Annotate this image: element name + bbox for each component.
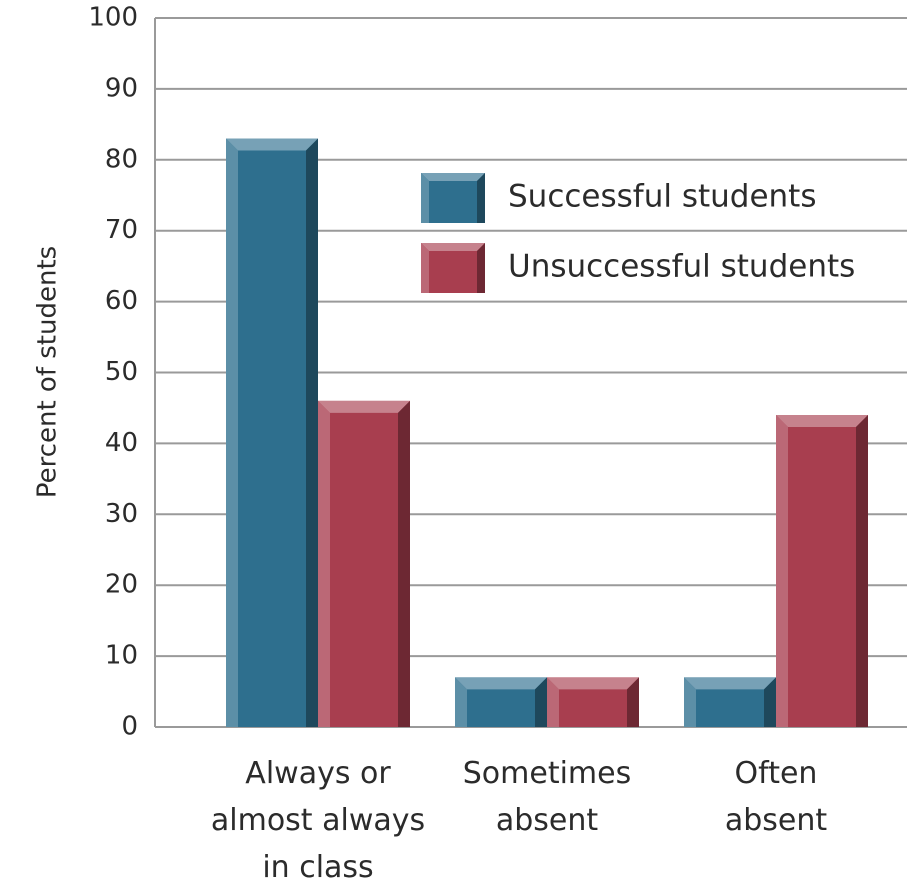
bar-bevel-right: [856, 415, 868, 727]
bar-bevel-left: [455, 677, 467, 727]
bar-unsuccessful-0: [318, 400, 410, 727]
category-label: absent: [725, 803, 828, 838]
y-tick-label: 90: [105, 73, 138, 103]
bar-face: [776, 415, 868, 727]
category-label: Always or: [245, 756, 391, 791]
legend-swatch-bevel-top: [421, 173, 485, 181]
bars: [226, 138, 868, 727]
bar-bevel-top: [226, 138, 318, 151]
category-label: Often: [735, 756, 818, 791]
bar-bevel-left: [318, 400, 330, 727]
y-axis-title: Percent of students: [33, 246, 63, 498]
legend-swatch-bevel-top: [421, 243, 485, 251]
category-label: in class: [262, 850, 373, 880]
legend-swatch-bevel-right: [477, 243, 485, 293]
y-tick-label: 0: [121, 712, 138, 742]
bar-bevel-right: [398, 400, 410, 727]
legend-swatch-bevel-left: [421, 173, 429, 223]
bar-bevel-top: [318, 400, 410, 413]
bar-unsuccessful-2: [776, 415, 868, 727]
legend-item: Successful students: [421, 173, 816, 223]
bar-successful-1: [455, 677, 547, 727]
bar-successful-0: [226, 138, 318, 727]
bar-bevel-right: [306, 138, 318, 727]
bar-bevel-right: [535, 677, 547, 727]
bar-bevel-right: [764, 677, 776, 727]
bar-bevel-top: [547, 677, 639, 690]
bar-successful-2: [684, 677, 776, 727]
bar-bevel-top: [776, 415, 868, 428]
legend-swatch-bevel-left: [421, 243, 429, 293]
legend-swatch: [421, 173, 485, 223]
y-tick-label: 10: [105, 641, 138, 671]
category-labels: Always or almost always in class Sometimes a…: [211, 756, 828, 880]
y-tick-label: 50: [105, 357, 138, 387]
y-tick-labels: 0 10 20 30 40 50 60 70 80 90 100: [88, 3, 138, 742]
legend-label: Unsuccessful students: [508, 249, 855, 285]
bar-bevel-top: [455, 677, 547, 690]
y-tick-label: 100: [88, 3, 138, 33]
category-label: absent: [496, 803, 599, 838]
bar-bevel-left: [776, 415, 788, 727]
y-tick-label: 60: [105, 286, 138, 316]
y-tick-label: 30: [105, 499, 138, 529]
bar-bevel-left: [684, 677, 696, 727]
y-tick-label: 20: [105, 570, 138, 600]
bar-bevel-right: [627, 677, 639, 727]
legend: Successful students Unsuccessful students: [421, 173, 855, 293]
bar-bevel-top: [684, 677, 776, 690]
y-tick-label: 70: [105, 215, 138, 245]
legend-label: Successful students: [508, 179, 816, 215]
legend-swatch: [421, 243, 485, 293]
bar-bevel-left: [226, 138, 238, 727]
y-tick-label: 40: [105, 428, 138, 458]
category-label: Sometimes: [463, 756, 632, 791]
bar-face: [318, 400, 410, 727]
bar-unsuccessful-1: [547, 677, 639, 727]
y-tick-label: 80: [105, 144, 138, 174]
legend-item: Unsuccessful students: [421, 243, 855, 293]
bar-bevel-left: [547, 677, 559, 727]
category-label: almost always: [211, 803, 425, 838]
bar-face: [226, 138, 318, 727]
legend-swatch-bevel-right: [477, 173, 485, 223]
